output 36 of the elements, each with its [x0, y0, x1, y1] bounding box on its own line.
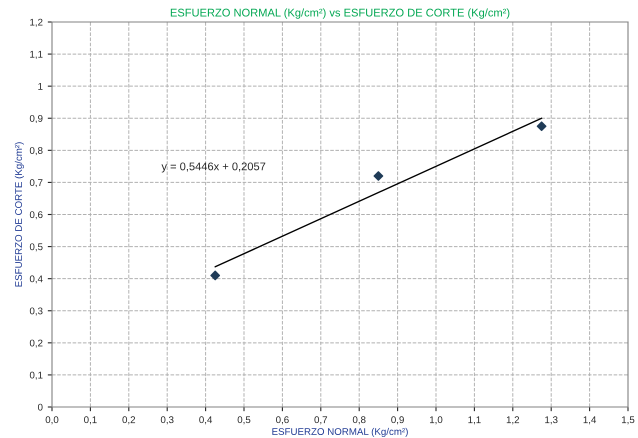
x-axis-title: ESFUERZO NORMAL (Kg/cm²): [272, 428, 408, 437]
x-tick-label: 0,4: [199, 416, 212, 424]
y-tick-label: 0,3: [30, 307, 43, 316]
y-tick-label: 0,9: [30, 114, 43, 124]
y-tick-label: 1,1: [30, 50, 42, 59]
x-tick-label: 1,3: [545, 416, 558, 424]
x-tick-label: 0,0: [46, 416, 58, 424]
x-tick-label: 0,7: [314, 416, 328, 424]
annotation: y = 0,5446x + 0,2057: [161, 162, 266, 173]
y-tick-label: 0,5: [30, 243, 43, 252]
x-tick-label: 0,1: [84, 416, 97, 424]
x-tick-label: 1,5: [622, 416, 634, 424]
point: [374, 171, 384, 181]
y-tick-label: 1: [38, 83, 42, 90]
x-tick-label: 1,0: [430, 416, 442, 424]
chart-title: ESFUERZO NORMAL (Kg/cm²) vs ESFUERZO DE CORTE (Kg/cm²): [170, 8, 510, 19]
point: [210, 270, 220, 280]
y-tick-label: 0,1: [30, 372, 42, 380]
y-tick-label: 0,6: [30, 211, 43, 220]
y-tick-label: 0: [38, 404, 43, 411]
y-tick-label: 1,2: [30, 18, 42, 27]
y-tick-label: 0,8: [30, 147, 43, 156]
x-tick-label: 0,5: [238, 416, 250, 424]
x-tick-label: 1,2: [506, 416, 520, 424]
point: [536, 121, 546, 132]
x-tick-label: 0,9: [391, 416, 404, 424]
x-tick-label: 0,8: [352, 416, 366, 424]
y-tick-label: 0,7: [30, 179, 42, 188]
y-tick-label: 0,4: [30, 275, 43, 284]
y-axis-title: ESFUERZO DE CORTE (Kg/cm²): [14, 142, 24, 287]
x-tick-label: 1,4: [584, 416, 596, 424]
x-tick-label: 0,6: [276, 416, 289, 424]
x-tick-label: 0,3: [160, 416, 174, 424]
x-tick-label: 1,1: [468, 416, 481, 424]
y-tick-label: 0,2: [30, 340, 42, 348]
x-tick-label: 0,2: [122, 416, 136, 424]
